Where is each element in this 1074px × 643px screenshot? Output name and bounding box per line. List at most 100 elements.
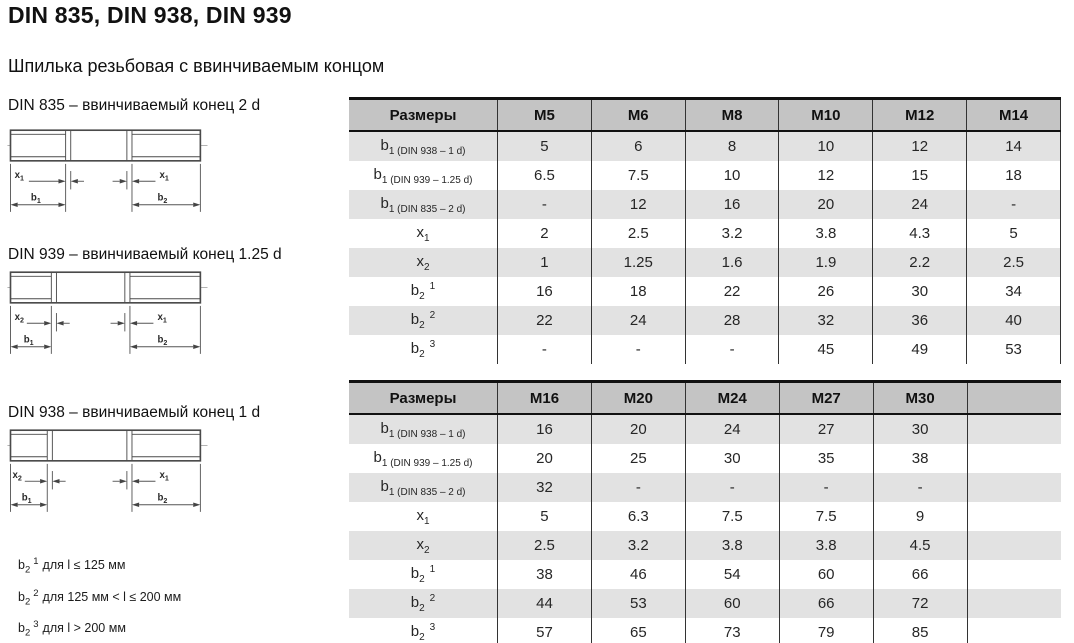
- value-cell: 2.2: [872, 248, 967, 277]
- value-cell: 1.25: [590, 248, 686, 277]
- table-row: x1 5 6.3 7.5 7.5 9: [349, 502, 1061, 531]
- value-cell: 66: [872, 560, 968, 589]
- row-label: b23: [410, 622, 436, 643]
- table-row: x1 2 2.5 3.2 3.8 4.3 5: [349, 219, 1061, 248]
- value-cell: 7.5: [684, 502, 780, 531]
- thread-size-header: M27: [778, 381, 874, 415]
- value-cell: 6: [590, 131, 686, 161]
- page-subtitle: Шпилька резьбовая с ввинчиваемым концом: [8, 56, 385, 76]
- din835-stud-drawing: x1 x1 b1 b2: [7, 129, 208, 212]
- value-cell: -: [778, 473, 874, 502]
- value-cell: 79: [778, 618, 874, 643]
- table-sizes-m5-m14: Размеры M5 M6 M8 M10 M12 M14 b1 (DIN 938 – 1 d)…: [349, 97, 1061, 364]
- thread-size-header: M16: [497, 381, 592, 415]
- thread-size-header: M12: [872, 98, 967, 132]
- value-cell: -: [684, 335, 779, 364]
- value-cell: 66: [778, 589, 874, 618]
- value-cell: 25: [590, 444, 686, 473]
- table-row: b1 (DIN 938 – 1 d) 5 6 8 10 12 14: [349, 131, 1061, 161]
- row-label: b22: [410, 310, 436, 331]
- value-cell: 7.5: [778, 502, 874, 531]
- dim-label-b-left: b1: [22, 493, 32, 506]
- value-cell: -: [590, 473, 686, 502]
- value-cell: 54: [684, 560, 780, 589]
- thread-size-header: M24: [684, 381, 780, 415]
- din835-caption: DIN 835 – ввинчиваемый конец 2 d: [8, 97, 261, 114]
- value-cell: 1.6: [684, 248, 779, 277]
- value-cell: 57: [497, 618, 592, 643]
- value-cell: [966, 502, 1061, 531]
- footnote-symbol: b: [18, 558, 25, 573]
- value-cell: [966, 444, 1061, 473]
- din939-drawing-wrap: x2 x1 b1 b2: [6, 262, 211, 365]
- value-cell: 10: [684, 161, 779, 190]
- footnote-sub: 2: [24, 627, 31, 639]
- value-cell: -: [966, 190, 1061, 219]
- table-row: b1 (DIN 938 – 1 d) 16 20 24 27 30: [349, 414, 1061, 444]
- value-cell: 18: [590, 277, 686, 306]
- row-label: b21: [410, 564, 436, 585]
- footnote-sup: 2: [33, 588, 39, 599]
- header-row: Размеры M16 M20 M24 M27 M30: [349, 381, 1061, 415]
- value-cell: 5: [966, 219, 1061, 248]
- table-row: b1 (DIN 939 – 1.25 d) 6.5 7.5 10 12 15 18: [349, 161, 1061, 190]
- value-cell: 60: [778, 560, 874, 589]
- value-cell: 2.5: [590, 219, 686, 248]
- value-cell: 72: [872, 589, 968, 618]
- row-label: x2: [416, 252, 430, 273]
- value-cell: 14: [966, 131, 1061, 161]
- row-label: x1: [416, 506, 430, 527]
- table-row: b1 (DIN 835 – 2 d) -12 16 20 24-: [349, 190, 1061, 219]
- value-cell: 3.8: [778, 531, 874, 560]
- value-cell: 5: [497, 131, 592, 161]
- value-cell: 5: [497, 502, 592, 531]
- value-cell: 16: [497, 414, 592, 444]
- value-cell: -: [497, 335, 592, 364]
- value-cell: 45: [778, 335, 873, 364]
- thread-size-header: M20: [590, 381, 686, 415]
- dim-label-x-left: x2: [13, 470, 22, 483]
- din939-caption: DIN 939 – ввинчиваемый конец 1.25 d: [8, 246, 282, 263]
- value-cell: 12: [872, 131, 967, 161]
- table-row: b22 22 24 28 32 36 40: [349, 306, 1061, 335]
- row-label: b1 (DIN 835 – 2 d): [380, 477, 466, 498]
- table-sizes-m16-m30: Размеры M16 M20 M24 M27 M30 b1 (DIN 938 – 1 d)…: [349, 380, 1061, 643]
- value-cell: 22: [684, 277, 779, 306]
- value-cell: 10: [778, 131, 873, 161]
- table-row: b1 (DIN 835 – 2 d) 32- - - -: [349, 473, 1061, 502]
- value-cell: 20: [590, 414, 686, 444]
- din939-stud-drawing: x2 x1 b1 b2: [7, 271, 208, 354]
- value-cell: 6.3: [590, 502, 686, 531]
- value-cell: 2.5: [966, 248, 1061, 277]
- footnote-symbol: b: [18, 590, 25, 605]
- dim-label-x-right: x1: [158, 312, 167, 325]
- footnote-b2-1: b21 для l ≤ 125 мм: [18, 556, 125, 576]
- row-label: b22: [410, 593, 436, 614]
- value-cell: 46: [590, 560, 686, 589]
- value-cell: 32: [497, 473, 592, 502]
- value-cell: 2.5: [497, 531, 592, 560]
- value-cell: 24: [684, 414, 780, 444]
- value-cell: -: [497, 190, 592, 219]
- dim-label-x-right: x1: [160, 470, 169, 483]
- row-label: b1 (DIN 938 – 1 d): [380, 419, 466, 440]
- sizes-column-header: Размеры: [349, 381, 498, 415]
- footnote-text: для l > 200 мм: [42, 621, 126, 636]
- thread-size-header: M5: [497, 98, 592, 132]
- value-cell: 4.3: [872, 219, 967, 248]
- value-cell: 20: [497, 444, 592, 473]
- value-cell: 4.5: [872, 531, 968, 560]
- value-cell: 12: [778, 161, 873, 190]
- value-cell: 3.2: [590, 531, 686, 560]
- dim-label-b-right: b2: [158, 335, 168, 348]
- page-title: DIN 835, DIN 938, DIN 939: [8, 2, 292, 28]
- footnote-b2-2: b22 для 125 мм < l ≤ 200 мм: [18, 588, 181, 608]
- dim-label-b-left: b1: [24, 335, 34, 348]
- value-cell: 30: [872, 414, 968, 444]
- value-cell: 3.2: [684, 219, 779, 248]
- din835-drawing-wrap: x1 x1 b1 b2: [6, 120, 211, 223]
- row-label: b23: [410, 339, 436, 360]
- value-cell: -: [590, 335, 686, 364]
- value-cell: 30: [684, 444, 780, 473]
- value-cell: 26: [778, 277, 873, 306]
